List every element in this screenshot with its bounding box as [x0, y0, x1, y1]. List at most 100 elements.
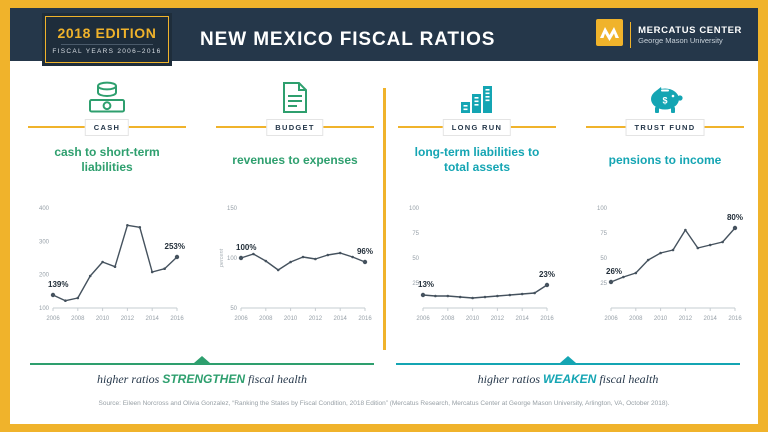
- weaken-prefix: higher ratios: [477, 372, 543, 386]
- weaken-word: WEAKEN: [543, 372, 597, 386]
- svg-text:2016: 2016: [358, 316, 372, 322]
- svg-text:2006: 2006: [416, 316, 430, 322]
- svg-text:150: 150: [227, 206, 238, 212]
- cash-icon: [28, 76, 186, 114]
- svg-text:100: 100: [39, 306, 50, 312]
- svg-text:25: 25: [412, 281, 419, 287]
- category-label-trust-fund: TRUST FUND: [625, 119, 705, 136]
- svg-text:300: 300: [39, 239, 50, 245]
- category-rule: BUDGET: [216, 119, 374, 136]
- svg-text:75: 75: [600, 231, 607, 237]
- svg-text:13%: 13%: [418, 280, 434, 289]
- mercatus-logo-icon: [596, 19, 624, 51]
- ratio-title-budget: revenues to expenses: [232, 152, 358, 167]
- panel-cash: CASH cash to short-term liabilities 100 2…: [28, 76, 186, 339]
- badge-divider: [61, 43, 153, 45]
- svg-text:100%: 100%: [236, 243, 256, 252]
- trust-fund-icon: $: [586, 76, 744, 114]
- logo-text: MERCATUS CENTER George Mason University: [638, 25, 742, 45]
- logo-title: MERCATUS CENTER: [638, 24, 742, 36]
- strengthen-word: STRENGTHEN: [162, 372, 245, 386]
- budget-icon: [216, 76, 374, 114]
- svg-text:2006: 2006: [234, 316, 248, 322]
- svg-text:2012: 2012: [309, 316, 323, 322]
- svg-text:2008: 2008: [71, 316, 85, 322]
- svg-text:2014: 2014: [516, 316, 530, 322]
- svg-text:50: 50: [600, 256, 607, 262]
- svg-text:2012: 2012: [121, 316, 135, 322]
- svg-text:$: $: [663, 96, 668, 106]
- footer-weaken: higher ratios WEAKEN fiscal health: [396, 356, 740, 397]
- panel-long-run: LONG RUN long-term liabilities to total …: [398, 76, 556, 339]
- svg-text:2016: 2016: [540, 316, 554, 322]
- mercatus-logo: MERCATUS CENTER George Mason University: [596, 19, 742, 51]
- chart-trust-fund: 25 50 75 100 2006 2008 2010 2012 2014 2016 26% 80%: [586, 184, 744, 339]
- svg-text:2008: 2008: [629, 316, 643, 322]
- svg-text:2010: 2010: [96, 316, 110, 322]
- svg-text:2010: 2010: [284, 316, 298, 322]
- svg-text:23%: 23%: [539, 270, 555, 279]
- category-label-cash: CASH: [84, 119, 130, 136]
- strengthen-rule: [30, 356, 374, 365]
- fiscal-years-label: FISCAL YEARS 2006–2016: [52, 47, 162, 55]
- svg-text:400: 400: [39, 206, 50, 212]
- panel-budget: BUDGET revenues to expenses 50 100 150 2006…: [216, 76, 374, 339]
- category-rule: TRUST FUND: [586, 119, 744, 136]
- svg-text:2016: 2016: [170, 316, 184, 322]
- ratio-title-trust-fund: pensions to income: [608, 152, 722, 167]
- edition-badge-frame: 2018 EDITION FISCAL YEARS 2006–2016: [45, 16, 169, 63]
- chart-cash: 100 200 300 400 2006 2008 2010 2012 2014 2016 139%…: [28, 184, 186, 339]
- svg-text:2014: 2014: [704, 316, 718, 322]
- svg-text:2016: 2016: [728, 316, 742, 322]
- svg-text:100: 100: [409, 206, 420, 212]
- svg-text:2012: 2012: [679, 316, 693, 322]
- svg-text:2008: 2008: [441, 316, 455, 322]
- center-divider: [383, 88, 386, 350]
- page-title: NEW MEXICO FISCAL RATIOS: [200, 29, 496, 50]
- weaken-caption: higher ratios WEAKEN fiscal health: [396, 372, 740, 387]
- chart-long-run: 25 50 75 100 2006 2008 2010 2012 2014 2016 13% 23%: [398, 184, 556, 339]
- strengthen-caption: higher ratios STRENGTHEN fiscal health: [30, 372, 374, 387]
- chart-budget: 50 100 150 2006 2008 2010 2012 2014 2016 percent 1…: [216, 184, 374, 339]
- svg-text:2006: 2006: [46, 316, 60, 322]
- category-rule: LONG RUN: [398, 119, 556, 136]
- edition-badge: 2018 EDITION FISCAL YEARS 2006–2016: [42, 13, 172, 66]
- category-label-long-run: LONG RUN: [442, 119, 512, 136]
- svg-text:100: 100: [597, 206, 608, 212]
- edition-label: 2018 EDITION: [57, 24, 157, 41]
- svg-text:2014: 2014: [334, 316, 348, 322]
- logo-divider: [630, 22, 632, 48]
- svg-text:25: 25: [600, 281, 607, 287]
- strengthen-suffix: fiscal health: [245, 372, 307, 386]
- svg-text:2010: 2010: [466, 316, 480, 322]
- svg-text:80%: 80%: [727, 213, 743, 222]
- long-run-icon: [398, 76, 556, 114]
- svg-text:2014: 2014: [146, 316, 160, 322]
- svg-text:2012: 2012: [491, 316, 505, 322]
- svg-text:253%: 253%: [165, 242, 185, 251]
- svg-text:50: 50: [230, 306, 237, 312]
- category-rule: CASH: [28, 119, 186, 136]
- svg-text:96%: 96%: [357, 247, 373, 256]
- svg-text:139%: 139%: [48, 280, 68, 289]
- svg-text:2008: 2008: [259, 316, 273, 322]
- svg-text:75: 75: [412, 231, 419, 237]
- category-label-budget: BUDGET: [266, 119, 324, 136]
- svg-text:2010: 2010: [654, 316, 668, 322]
- ratio-title-long-run: long-term liabilities to total assets: [414, 145, 540, 174]
- strengthen-prefix: higher ratios: [96, 372, 163, 386]
- weaken-rule: [396, 356, 740, 365]
- up-triangle-icon: [194, 356, 210, 363]
- svg-text:percent: percent: [219, 248, 225, 268]
- up-triangle-icon: [560, 356, 576, 363]
- source-citation: Source: Eileen Norcross and Olivia Gonza…: [98, 400, 670, 407]
- svg-text:26%: 26%: [606, 267, 622, 276]
- svg-text:2006: 2006: [604, 316, 618, 322]
- weaken-suffix: fiscal health: [596, 372, 659, 386]
- svg-text:50: 50: [412, 256, 419, 262]
- ratio-title-cash: cash to short-term liabilities: [54, 145, 160, 174]
- logo-subtitle: George Mason University: [638, 36, 723, 46]
- footer-strengthen: higher ratios STRENGTHEN fiscal health: [30, 356, 374, 397]
- svg-text:200: 200: [39, 273, 50, 279]
- svg-text:100: 100: [227, 256, 238, 262]
